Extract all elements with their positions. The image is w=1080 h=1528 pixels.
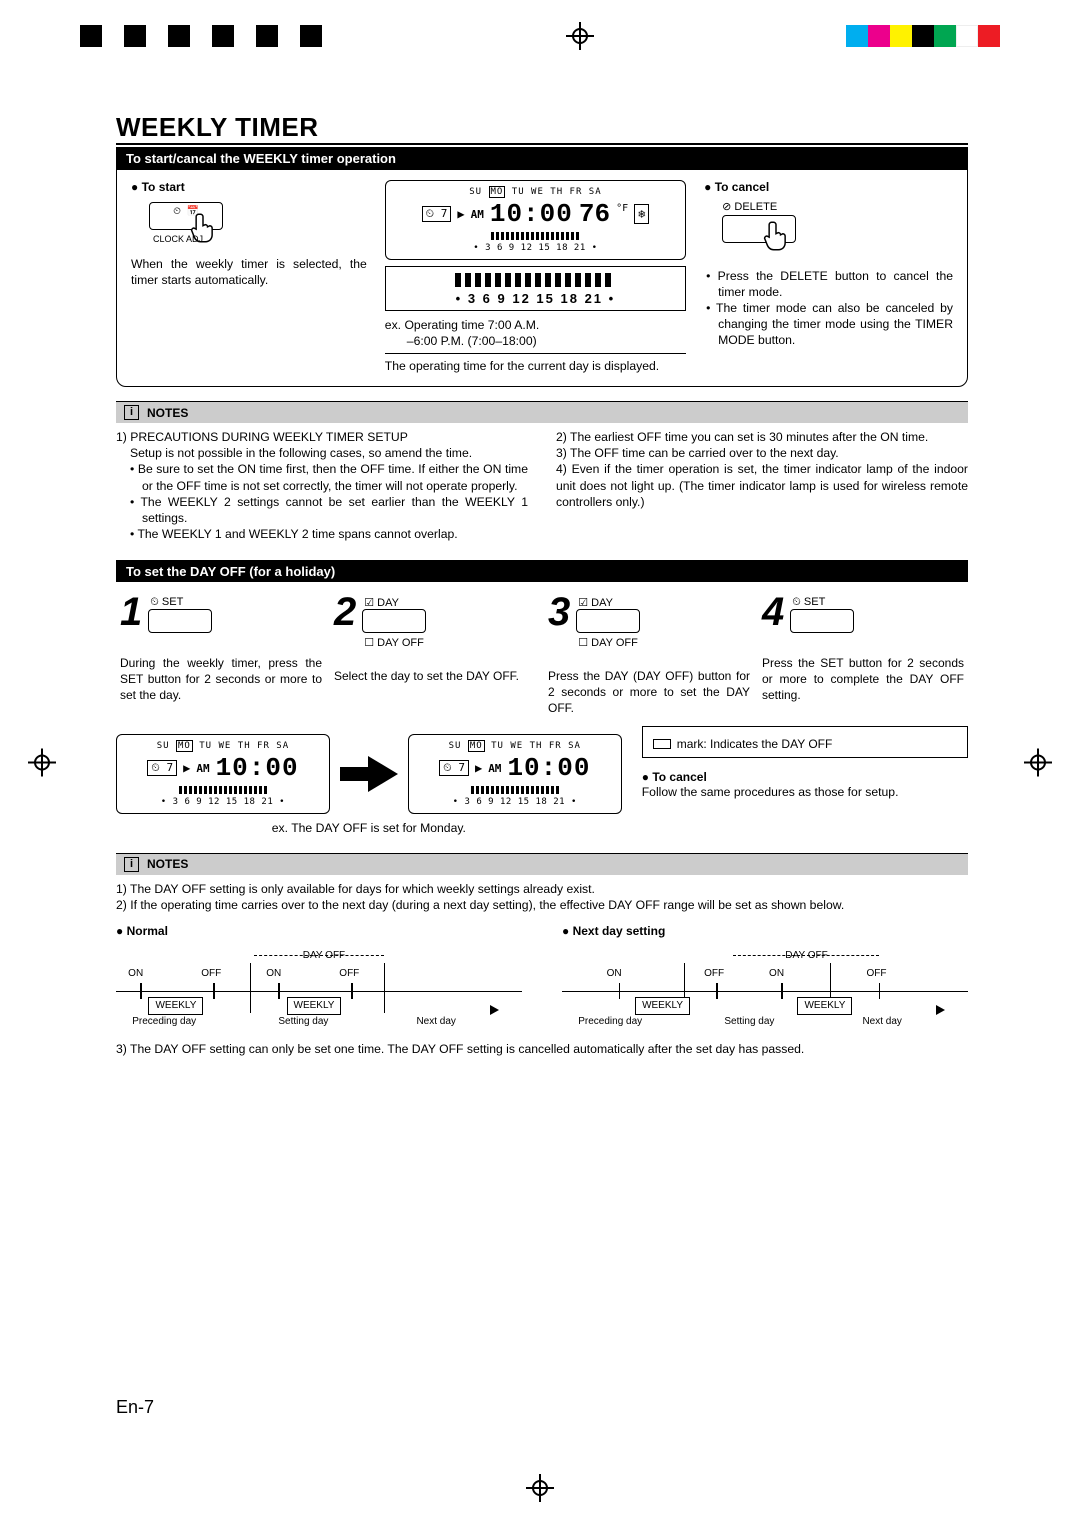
lcd-temp-unit: °F: [616, 203, 628, 214]
notes1-title: NOTES: [147, 406, 188, 420]
page-content: WEEKLY TIMER To start/cancal the WEEKLY …: [116, 112, 968, 1058]
info-icon: i: [124, 405, 139, 420]
crosshair-right: [1024, 749, 1052, 780]
print-registration-bottom: [0, 1474, 1080, 1506]
notes2-header: i NOTES: [116, 853, 968, 875]
notes2-body: 1) The DAY OFF setting is only available…: [116, 881, 968, 1058]
notes1-r3: 3) The OFF time can be carried over to t…: [556, 445, 968, 461]
step-2-label-top: ☑ DAY: [364, 596, 426, 609]
callout-below: The operating time for the current day i…: [385, 358, 686, 374]
notes2-n1: 1) The DAY OFF setting is only available…: [116, 881, 968, 897]
step-1-text: During the weekly timer, press the SET b…: [120, 656, 322, 703]
step-3-label-top: ☑ DAY: [578, 596, 640, 609]
step-2-label-bot: ☐ DAY OFF: [364, 636, 426, 649]
step-2-number: 2: [334, 592, 356, 632]
ruler-callout: • 3 6 9 12 15 18 21 •: [385, 266, 686, 311]
print-registration-top: [0, 22, 1080, 68]
crosshair-left: [28, 749, 56, 780]
lcd-clock: 10:00: [490, 199, 573, 229]
lcd-ampm: AM: [471, 208, 484, 221]
to-start-heading: To start: [131, 180, 367, 194]
lcd-mode: ⏲ 7: [422, 206, 452, 222]
section-start-cancel-title: To start/cancal the WEEKLY timer operati…: [116, 147, 968, 169]
set-button-illustration: [790, 609, 854, 633]
step-4-label: ⏲ SET: [792, 596, 854, 609]
callout-ex2: –6:00 P.M. (7:00–18:00): [385, 333, 686, 349]
notes1-l1d: The WEEKLY 1 and WEEKLY 2 time spans can…: [142, 526, 528, 542]
dayoff-cancel-text: Follow the same procedures as those for …: [642, 784, 968, 800]
notes2-n3: 3) The DAY OFF setting can only be set o…: [116, 1041, 968, 1057]
notes2-n2: 2) If the operating time carries over to…: [116, 897, 968, 913]
crosshair-icon: [526, 1474, 554, 1502]
set-button-illustration: [148, 609, 212, 633]
lcd-barstrip: [491, 232, 579, 240]
step-2-text: Select the day to set the DAY OFF.: [334, 669, 536, 685]
play-icon: ▶: [457, 207, 464, 221]
mark-legend: mark: Indicates the DAY OFF: [653, 737, 957, 751]
callout-ex1: ex. Operating time 7:00 A.M.: [385, 317, 686, 333]
colorbar: [846, 25, 1000, 47]
notes2-title: NOTES: [147, 857, 188, 871]
snowflake-icon: ❄: [634, 204, 649, 224]
page-number: En-7: [116, 1397, 154, 1418]
mark-legend-text: mark: Indicates the DAY OFF: [677, 737, 833, 751]
step-3-label-bot: ☐ DAY OFF: [578, 636, 640, 649]
lcd-display: SU MO TU WE TH FR SA ⏲ 7 ▶ AM 10:00 76 °…: [385, 180, 686, 260]
cancel-bullets: Press the DELETE button to cancel the ti…: [704, 268, 953, 348]
step-1-label: ⏲ SET: [150, 596, 212, 609]
notes1-l1: 1) PRECAUTIONS DURING WEEKLY TIMER SETUP: [116, 429, 528, 445]
lcd-ruler: • 3 6 9 12 15 18 21 •: [394, 243, 677, 253]
crosshair-icon: [566, 22, 594, 50]
timeline-nextday: DAY OFF ON OFF ON OFF WEEKLY WEEKLY Prec…: [562, 943, 968, 1033]
dayoff-caption: ex. The DAY OFF is set for Monday.: [116, 820, 622, 836]
timeline-normal: DAY OFF ON OFF ON OFF WEEKLY WEEKLY Prec…: [116, 943, 522, 1033]
notes1-l1b: Be sure to set the ON time first, then t…: [142, 461, 528, 493]
mark-box-icon: [653, 739, 671, 749]
arrow-right-icon: [340, 756, 398, 792]
lcd-temp: 76: [579, 199, 610, 229]
clock-adj-label: CLOCK ADJ.: [153, 234, 206, 244]
page-title: WEEKLY TIMER: [116, 112, 968, 145]
reg-squares-left: [80, 25, 322, 47]
notes1-body: 1) PRECAUTIONS DURING WEEKLY TIMER SETUP…: [116, 429, 968, 542]
notes1-r2: 2) The earliest OFF time you can set is …: [556, 429, 968, 445]
dayoff-steps: 1 ⏲ SET During the weekly timer, press t…: [116, 592, 968, 716]
diag-normal-title: Normal: [116, 923, 522, 939]
dayoff-displays: SU MO TU WE TH FR SA ⏲ 7▶ AM 10:00 • 3 6…: [116, 734, 622, 814]
step-3-number: 3: [548, 592, 570, 632]
step-4-text: Press the SET button for 2 seconds or mo…: [762, 656, 964, 703]
cancel-bullet-2: The timer mode can also be canceled by c…: [718, 300, 953, 348]
cancel-bullet-1: Press the DELETE button to cancel the ti…: [718, 268, 953, 300]
section-start-cancel-box: To start ⏲ 📅 CLOCK ADJ. When the weekly …: [116, 169, 968, 387]
to-cancel-heading: To cancel: [704, 180, 953, 194]
notes1-header: i NOTES: [116, 401, 968, 423]
delete-label: ⊘ DELETE: [722, 200, 953, 213]
step-4-number: 4: [762, 592, 784, 632]
notes1-l1c: The WEEKLY 2 settings cannot be set earl…: [142, 494, 528, 526]
notes1-l1a: Setup is not possible in the following c…: [116, 445, 528, 461]
to-start-text: When the weekly timer is selected, the t…: [131, 256, 367, 288]
dayoff-cancel-title: To cancel: [642, 770, 968, 784]
lcd-days: SU MO TU WE TH FR SA: [394, 187, 677, 197]
step-1-number: 1: [120, 592, 142, 632]
info-icon: i: [124, 857, 139, 872]
notes1-r4: 4) Even if the timer operation is set, t…: [556, 461, 968, 509]
section-dayoff-title: To set the DAY OFF (for a holiday): [116, 560, 968, 582]
day-button-illustration: [362, 609, 426, 633]
step-3-text: Press the DAY (DAY OFF) button for 2 sec…: [548, 669, 750, 716]
hand-pointer-icon: [762, 220, 790, 252]
day-button-illustration: [576, 609, 640, 633]
ruler-callout-labels: • 3 6 9 12 15 18 21 •: [392, 291, 679, 306]
diag-nextday-title: Next day setting: [562, 923, 968, 939]
